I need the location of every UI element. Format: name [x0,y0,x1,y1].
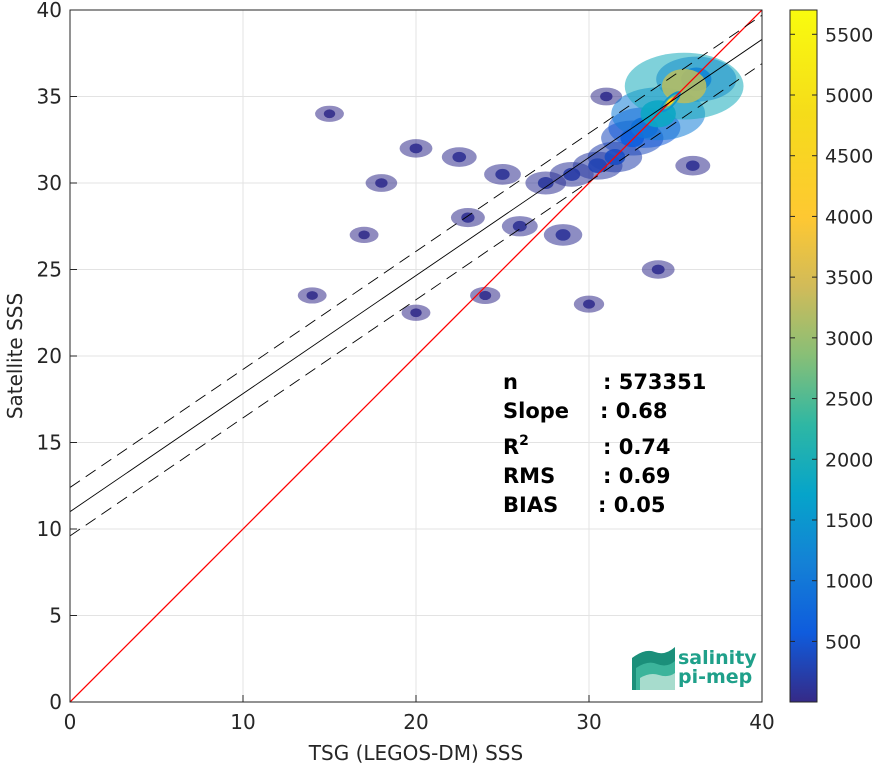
fit-lines [70,10,762,702]
density-point [409,143,423,154]
x-tick-label: 30 [576,710,601,734]
regression-line [70,39,762,513]
stats-box: n : 573351 Slope : 0.68 R2 : 0.74 RMS : 0.69 BIA… [503,370,706,517]
density-point [410,308,422,318]
x-tick-label: 0 [64,710,77,734]
y-tick-label: 35 [37,85,62,109]
density-point [461,212,475,223]
y-tick-label: 0 [49,690,62,714]
stat-label: R2 [503,433,529,459]
density-point [583,299,595,309]
stat-label: n [503,370,518,394]
y-axis-ticks: 0 5 10 15 20 25 30 35 40 [37,0,77,714]
density-point [563,167,581,181]
x-tick-label: 20 [403,710,428,734]
logo-wave-icon [632,647,675,690]
x-axis-ticks: 0 10 20 30 40 [64,695,775,734]
y-tick-label: 5 [49,604,62,628]
y-tick-label: 10 [37,517,62,541]
y-axis-label: Satellite SSS [3,293,27,419]
stat-value: : 0.05 [598,493,666,517]
y-tick-label: 40 [37,0,62,22]
colorbar-tick-label: 1500 [825,510,873,532]
colorbar-tick-label: 500 [825,631,861,653]
y-tick-label: 15 [37,431,62,455]
logo-line2: pi-mep [678,666,752,688]
colorbar-tick-label: 2500 [825,389,873,411]
colorbar: 500 1000 1500 2000 2500 3000 3500 4000 4500 5000 5… [789,9,873,703]
stat-label: RMS [503,464,555,488]
colorbar-gradient [789,9,818,703]
stat-value: : 0.69 [603,464,671,488]
density-point [555,229,571,241]
salinity-pi-mep-logo: salinity pi-mep [632,647,757,690]
stat-label: Slope [503,399,569,423]
plot-axes: 0 10 20 30 40 0 5 10 15 20 25 30 35 40 TSG (LEGOS-DM… [3,0,775,765]
density-point [479,290,492,301]
x-tick-label: 10 [230,710,255,734]
colorbar-tick-label: 5000 [825,85,873,107]
density-point [685,160,700,171]
y-tick-label: 30 [37,171,62,195]
confidence-line [70,63,762,537]
density-point [306,291,318,300]
colorbar-tick-label: 2000 [825,449,873,471]
stat-value: : 573351 [603,370,706,394]
colorbar-tick-label: 4500 [825,146,873,168]
density-point [375,178,388,188]
colorbar-tick-label: 3500 [825,267,873,289]
density-point [452,151,467,163]
density-point [651,264,665,275]
identity-line [70,10,762,702]
confidence-line [70,14,762,488]
x-tick-label: 40 [749,710,774,734]
density-point [600,91,613,102]
stat-label: BIAS [503,493,558,517]
density-point [495,168,510,180]
y-tick-label: 20 [37,344,62,368]
colorbar-tick-label: 1000 [825,571,873,593]
density-point [358,230,370,240]
colorbar-tick-label: 5500 [825,24,873,46]
density-point [512,220,527,232]
colorbar-tick-label: 4000 [825,206,873,228]
density-point [537,176,554,190]
y-tick-label: 25 [37,258,62,282]
logo-line1: salinity [678,647,757,669]
density-point [323,109,336,119]
colorbar-tick-label: 3000 [825,328,873,350]
colorbar-ticks: 500 1000 1500 2000 2500 3000 3500 4000 4500 5000 5… [790,24,873,653]
stat-value: : 0.74 [603,435,671,459]
x-axis-label: TSG (LEGOS-DM) SSS [308,741,523,765]
stat-value: : 0.68 [600,399,668,423]
